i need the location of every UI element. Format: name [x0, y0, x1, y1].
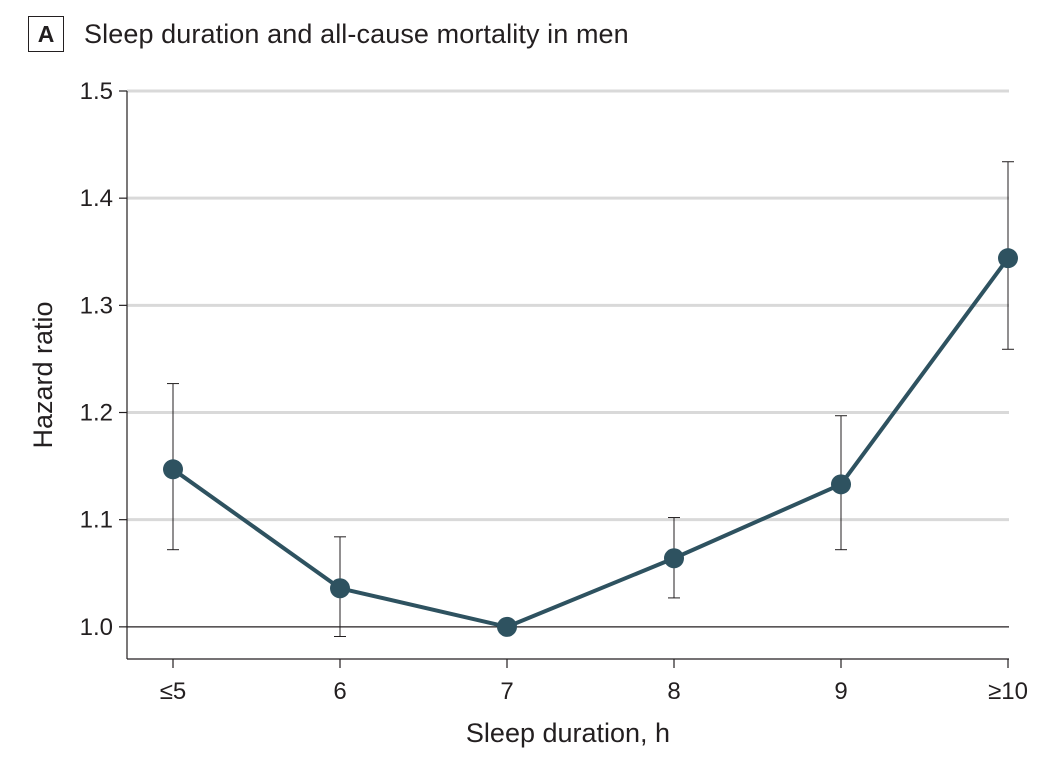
data-point: [664, 548, 684, 569]
tick-labels: 1.0 1.1 1.2 1.3 1.4 1.5 ≤5 6 7 8 9 ≥10: [80, 78, 1028, 705]
x-tick-label: ≤5: [160, 678, 187, 705]
y-tick-label: 1.5: [80, 78, 113, 105]
data-point: [998, 248, 1018, 269]
x-tick-label: 7: [500, 678, 513, 705]
data-point: [497, 616, 517, 637]
y-tick-label: 1.3: [80, 292, 113, 319]
y-tick-label: 1.1: [80, 507, 113, 534]
data-point: [163, 459, 183, 480]
data-points: [163, 248, 1018, 637]
y-tick-label: 1.0: [80, 614, 113, 641]
x-tick-label: 6: [333, 678, 346, 705]
axes: [119, 90, 1009, 668]
y-tick-label: 1.2: [80, 400, 113, 427]
error-bars: [167, 161, 1014, 637]
panel-letter: A: [28, 16, 64, 52]
y-tick-label: 1.4: [80, 185, 113, 212]
x-axis-title: Sleep duration, h: [466, 718, 670, 748]
series-line: [171, 256, 1010, 629]
chart-title: Sleep duration and all-cause mortality i…: [84, 18, 629, 49]
x-tick-label: 9: [834, 678, 847, 705]
y-axis-title: Hazard ratio: [28, 301, 58, 448]
x-tick-label: ≥10: [988, 678, 1028, 705]
data-point: [831, 474, 851, 495]
data-point: [330, 578, 350, 599]
grid-lines: [127, 89, 1009, 628]
series-line-layer: [171, 256, 1010, 629]
x-tick-label: 8: [667, 678, 680, 705]
panel-header: A Sleep duration and all-cause mortality…: [28, 14, 629, 54]
